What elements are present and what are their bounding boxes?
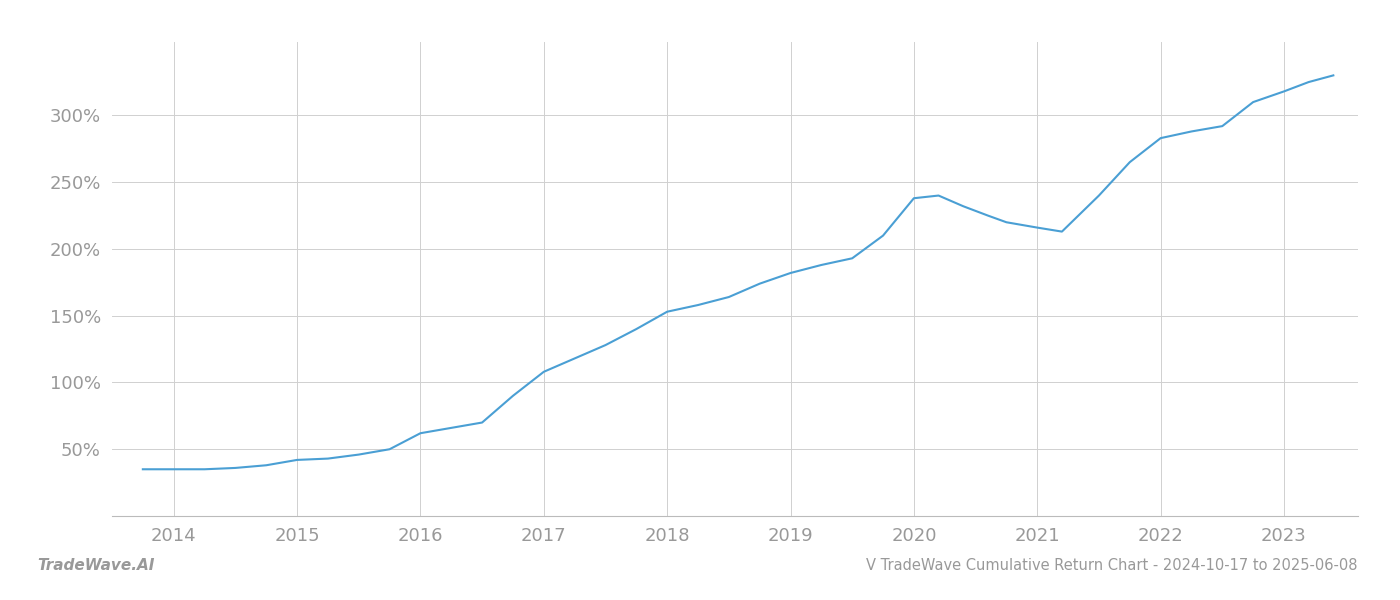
Text: V TradeWave Cumulative Return Chart - 2024-10-17 to 2025-06-08: V TradeWave Cumulative Return Chart - 20… — [867, 558, 1358, 573]
Text: TradeWave.AI: TradeWave.AI — [38, 558, 154, 573]
